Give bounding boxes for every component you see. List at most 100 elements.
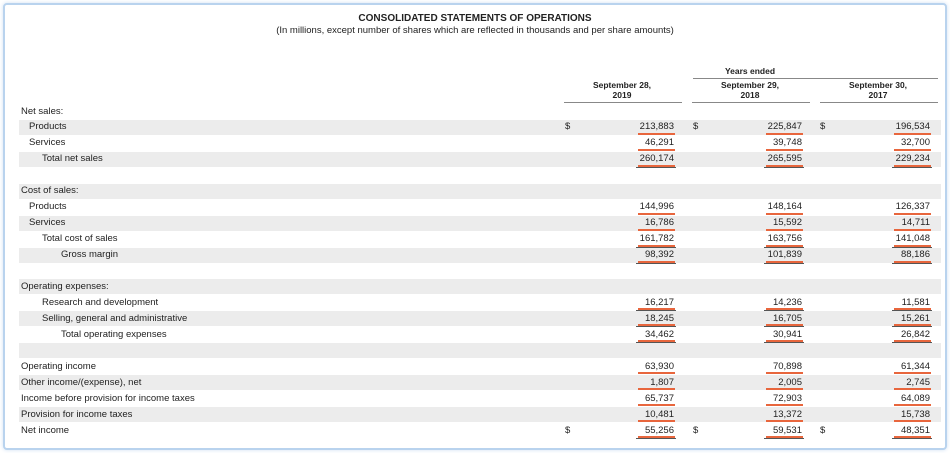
column-rule xyxy=(820,102,938,103)
value: 61,344 xyxy=(900,360,930,372)
value: 15,738 xyxy=(900,408,930,420)
column-year: 2019 xyxy=(612,90,632,100)
value: 39,748 xyxy=(772,137,802,149)
value-underline xyxy=(766,228,803,231)
value: 65,737 xyxy=(644,392,674,404)
value-underline xyxy=(894,372,931,375)
value: 163,756 xyxy=(767,233,802,245)
value: 101,839 xyxy=(767,249,802,261)
value-underline xyxy=(638,340,675,343)
total-rule xyxy=(892,342,932,344)
value-underline xyxy=(638,420,675,423)
value: 126,337 xyxy=(895,201,930,213)
value: 59,531 xyxy=(772,424,802,436)
value: 15,592 xyxy=(772,217,802,229)
value-underline xyxy=(638,404,675,407)
value: 1,807 xyxy=(650,376,674,388)
value-underline xyxy=(766,340,803,343)
value: 14,236 xyxy=(772,296,802,308)
value: 63,930 xyxy=(644,360,674,372)
value: 260,174 xyxy=(639,153,674,165)
value-underline xyxy=(766,308,803,311)
value: 55,256 xyxy=(644,424,674,436)
column-date: September 29, xyxy=(720,80,780,90)
row-label: Total net sales xyxy=(42,153,103,165)
value-underline xyxy=(766,388,803,391)
value: 26,842 xyxy=(900,328,930,340)
value-underline xyxy=(766,420,803,423)
column-rule xyxy=(564,102,682,103)
total-rule xyxy=(764,246,804,248)
total-rule xyxy=(636,342,676,344)
total-rule xyxy=(764,310,804,312)
row-band xyxy=(19,247,941,263)
value: 225,847 xyxy=(767,121,802,133)
row-band xyxy=(19,215,941,231)
currency-sign: $ xyxy=(565,121,571,133)
value: 11,581 xyxy=(901,296,930,308)
value-underline xyxy=(638,148,675,151)
value-underline xyxy=(766,164,803,167)
value: 34,462 xyxy=(644,328,674,340)
currency-sign: $ xyxy=(565,424,571,436)
value: 141,048 xyxy=(895,233,930,245)
value: 16,786 xyxy=(644,217,674,229)
title: CONSOLIDATED STATEMENTS OF OPERATIONS xyxy=(358,13,592,24)
value-underline xyxy=(894,148,931,151)
value-underline xyxy=(766,372,803,375)
row-label: Products xyxy=(29,201,67,213)
value-underline xyxy=(894,132,931,135)
value-underline xyxy=(766,436,803,438)
value-underline xyxy=(894,420,931,423)
row-label: Services xyxy=(29,217,66,229)
row-label: Research and development xyxy=(42,296,159,308)
value: 30,941 xyxy=(772,328,802,340)
total-rule xyxy=(764,342,804,344)
currency-sign: $ xyxy=(693,121,699,133)
currency-sign: $ xyxy=(820,424,826,436)
row-label: Other income/(expense), net xyxy=(21,376,142,388)
value: 72,903 xyxy=(772,392,802,404)
row-label: Services xyxy=(29,137,66,149)
years-ended: Years ended xyxy=(724,66,776,76)
value-underline xyxy=(894,308,931,311)
value: 229,234 xyxy=(895,153,930,165)
value-underline xyxy=(766,212,803,215)
value-underline xyxy=(638,228,675,231)
column-date: September 28, xyxy=(592,80,652,90)
section-heading: Net sales: xyxy=(21,105,64,117)
row-band xyxy=(19,119,941,135)
total-rule xyxy=(892,246,932,248)
value-underline xyxy=(894,228,931,231)
value-underline xyxy=(894,436,931,438)
value: 46,291 xyxy=(644,137,674,149)
value-underline xyxy=(894,212,931,215)
value-underline xyxy=(894,340,931,343)
value-underline xyxy=(766,404,803,407)
total-rule xyxy=(764,326,804,328)
row-label: Provision for income taxes xyxy=(21,408,133,420)
value: 14,711 xyxy=(901,217,930,229)
row-label: Net income xyxy=(21,424,70,436)
statement-page: CONSOLIDATED STATEMENTS OF OPERATIONS (I… xyxy=(3,3,947,450)
column-rule xyxy=(692,102,810,103)
total-rule xyxy=(892,310,932,312)
row-band xyxy=(19,279,941,295)
row-label: Operating income xyxy=(21,360,96,372)
value: 13,372 xyxy=(772,408,802,420)
value: 2,745 xyxy=(906,376,930,388)
value-underline xyxy=(638,260,675,263)
value-underline xyxy=(894,244,931,247)
value: 16,705 xyxy=(772,312,802,324)
value-underline xyxy=(638,436,675,438)
value-underline xyxy=(894,324,931,327)
value-underline xyxy=(638,212,675,215)
value-underline xyxy=(638,132,675,135)
total-rule xyxy=(892,166,932,168)
value: 15,261 xyxy=(900,312,930,324)
row-band xyxy=(19,343,941,359)
total-rule xyxy=(892,438,932,439)
value-underline xyxy=(894,164,931,167)
value-underline xyxy=(638,324,675,327)
currency-sign: $ xyxy=(820,121,826,133)
